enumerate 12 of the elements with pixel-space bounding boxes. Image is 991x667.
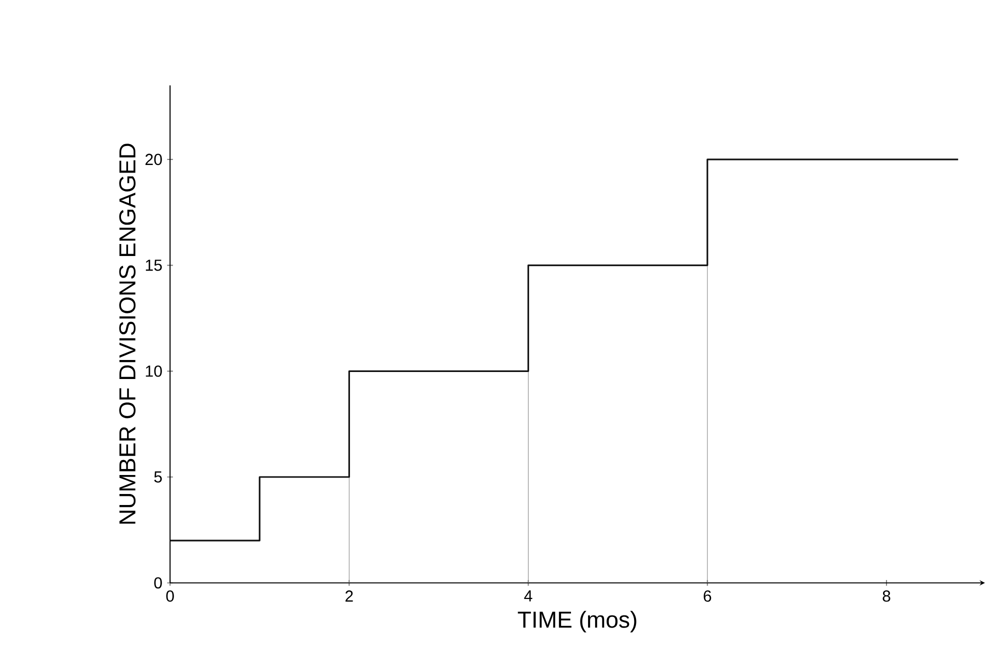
y-tick-label: 10: [146, 366, 162, 377]
x-axis-title: TIME (mos): [518, 610, 636, 632]
x-tick-label: 4: [524, 590, 532, 602]
x-tick-label: 2: [346, 590, 353, 602]
y-axis-title: NUMBER OF DIVISIONS ENGAGED: [119, 144, 136, 524]
x-tick-label: 6: [704, 590, 712, 602]
y-tick-label: 5: [154, 471, 162, 483]
y-tick-label: 15: [146, 260, 162, 271]
y-tick-label: 0: [154, 577, 162, 589]
x-tick-label: 0: [166, 590, 174, 602]
x-tick-label: 8: [882, 590, 890, 602]
y-tick-label: 20: [145, 154, 162, 166]
